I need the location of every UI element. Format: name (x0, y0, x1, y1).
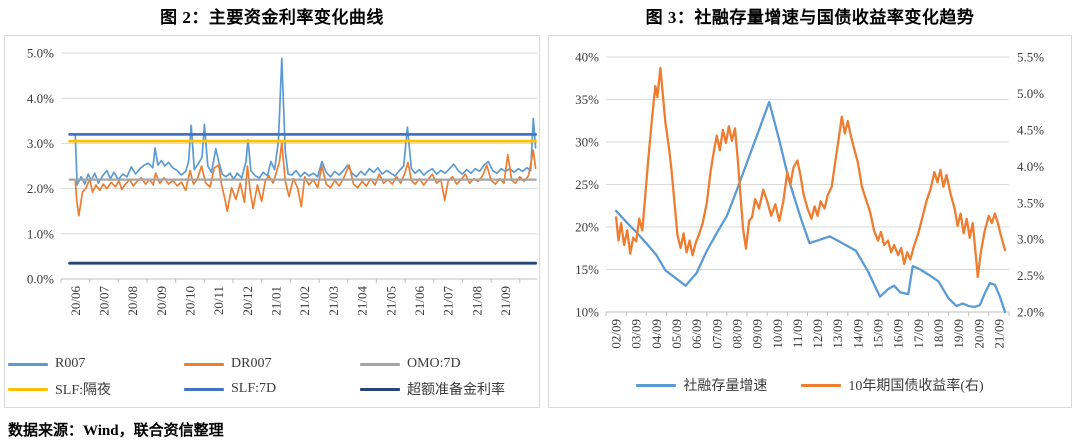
y-axis-label: 25% (575, 177, 599, 192)
x-axis-label: 20/09 (971, 319, 986, 349)
x-axis-label: 18/09 (931, 319, 946, 349)
x-axis-label: 21/04 (355, 286, 370, 316)
legend-item-SLF:7D: SLF:7D (184, 379, 360, 399)
x-axis-label: 10/09 (770, 319, 785, 349)
x-axis-label: 13/09 (830, 319, 845, 349)
y-axis-label: 10% (575, 305, 599, 320)
y2-axis-label: 5.0% (1017, 86, 1044, 101)
figure2-chart: 0.0% 1.0% 2.0% 3.0% 4.0% 5.0% 20/06 20/07 20/08 2… (27, 46, 537, 316)
x-axis-label: 17/09 (911, 319, 926, 349)
x-axis-label: 21/06 (412, 286, 427, 316)
series-社融存量增速 (614, 100, 1007, 314)
x-axis-label: 08/09 (730, 319, 745, 349)
x-axis-label: 20/09 (154, 286, 169, 316)
legend-label: R007 (55, 356, 86, 371)
x-axis-label: 15/09 (871, 319, 886, 349)
legend-label: OMO:7D (407, 356, 461, 371)
y2-axis-label: 3.5% (1017, 195, 1044, 210)
legend-swatch (360, 362, 400, 366)
x-axis-label: 11/09 (790, 319, 805, 348)
legend-swatch (8, 362, 48, 366)
x-axis-label: 05/09 (669, 319, 684, 349)
legend-swatch (360, 387, 400, 391)
legend-label: DR007 (231, 356, 272, 371)
legend-swatch (636, 383, 677, 387)
figure3-title: 图 3：社融存量增速与国债收益率变化趋势 (645, 8, 975, 27)
y2-axis-label: 4.5% (1017, 122, 1044, 137)
legend-item-DR007: DR007 (184, 356, 360, 372)
x-axis-label: 09/09 (750, 319, 765, 349)
series-10年期国债收益率(右) (614, 66, 1007, 279)
source-note: 数据来源：Wind，联合资信整理 (8, 423, 224, 439)
x-axis-label: 21/09 (991, 319, 1006, 349)
y-axis-label: 3.0% (27, 136, 54, 151)
x-axis-label: 16/09 (891, 319, 906, 349)
x-axis-label: 20/06 (68, 286, 83, 316)
figure2-title: 图 2：主要资金利率变化曲线 (160, 8, 384, 27)
legend-label: SLF:隔夜 (55, 383, 112, 398)
x-axis-label: 21/02 (297, 286, 312, 316)
x-axis-label: 02/09 (609, 319, 624, 349)
legend-swatch (184, 362, 224, 366)
figure3-legend: 社融存量增速 10年期国债收益率(右) (549, 375, 1071, 395)
legend-label: 10年期国债收益率(右) (848, 379, 984, 394)
y-axis-label: 30% (575, 135, 599, 150)
x-axis-label: 07/09 (709, 319, 724, 349)
y-axis-label: 5.0% (27, 46, 54, 61)
x-axis-label: 12/09 (810, 319, 825, 349)
figure3-chart: 10% 15% 20% 25% 30% 35% 40% 2.0% 2.5% 3.0% 3.5% 4.0… (575, 50, 1044, 349)
legend-swatch (801, 383, 842, 387)
series-R007 (74, 57, 537, 186)
y-axis-label: 20% (575, 220, 599, 235)
legend-item-10年期国债收益率(右): 10年期国债收益率(右) (801, 375, 984, 395)
x-axis-label: 03/09 (629, 319, 644, 349)
x-axis-label: 21/09 (498, 286, 513, 316)
y2-axis-label: 3.0% (1017, 232, 1044, 247)
y-axis-label: 35% (575, 92, 599, 107)
legend-item-社融存量增速: 社融存量增速 (636, 375, 767, 395)
figure2-panel: 0.0% 1.0% 2.0% 3.0% 4.0% 5.0% 20/06 20/07 20/08 2… (4, 35, 540, 408)
y-axis-label: 4.0% (27, 91, 54, 106)
legend-label: 社融存量增速 (683, 379, 768, 394)
legend-label: SLF:7D (231, 381, 277, 396)
legend-label: 超额准备金利率 (407, 383, 505, 398)
legend-item-SLF:隔夜: SLF:隔夜 (8, 379, 184, 399)
x-axis-label: 21/07 (441, 286, 456, 316)
x-axis-label: 20/11 (211, 286, 226, 315)
y-axis-label: 15% (575, 262, 599, 277)
legend-item-R007: R007 (8, 356, 184, 372)
x-axis-label: 21/03 (326, 286, 341, 316)
x-axis-label: 14/09 (850, 319, 865, 349)
legend-swatch (184, 387, 224, 391)
y-axis-label: 1.0% (27, 226, 54, 241)
figure2-legend: R007 DR007 OMO:7D SLF:隔夜 SLF:7D 超额准备金利率 (5, 356, 539, 399)
x-axis-label: 19/09 (951, 319, 966, 349)
x-axis-label: 21/05 (383, 286, 398, 316)
x-axis-label: 20/12 (240, 286, 255, 316)
figure3-panel: 10% 15% 20% 25% 30% 35% 40% 2.0% 2.5% 3.0% 3.5% 4.0… (548, 35, 1072, 408)
legend-swatch (8, 387, 48, 391)
y-axis-label: 40% (575, 50, 599, 65)
x-axis-label: 20/08 (125, 286, 140, 316)
y2-axis-label: 2.5% (1017, 268, 1044, 283)
x-axis-label: 04/09 (649, 319, 664, 349)
x-axis-label: 06/09 (689, 319, 704, 349)
x-axis-label: 21/08 (469, 286, 484, 316)
legend-item-OMO:7D: OMO:7D (360, 356, 536, 372)
x-axis-label: 21/01 (269, 286, 284, 316)
y2-axis-label: 2.0% (1017, 305, 1044, 320)
x-axis-label: 20/10 (183, 286, 198, 316)
y-axis-label: 2.0% (27, 181, 54, 196)
y-axis-label: 0.0% (27, 272, 54, 287)
y2-axis-label: 4.0% (1017, 159, 1044, 174)
x-axis-label: 20/07 (97, 286, 112, 316)
legend-item-超额准备金利率: 超额准备金利率 (360, 379, 536, 399)
y2-axis-label: 5.5% (1017, 50, 1044, 65)
